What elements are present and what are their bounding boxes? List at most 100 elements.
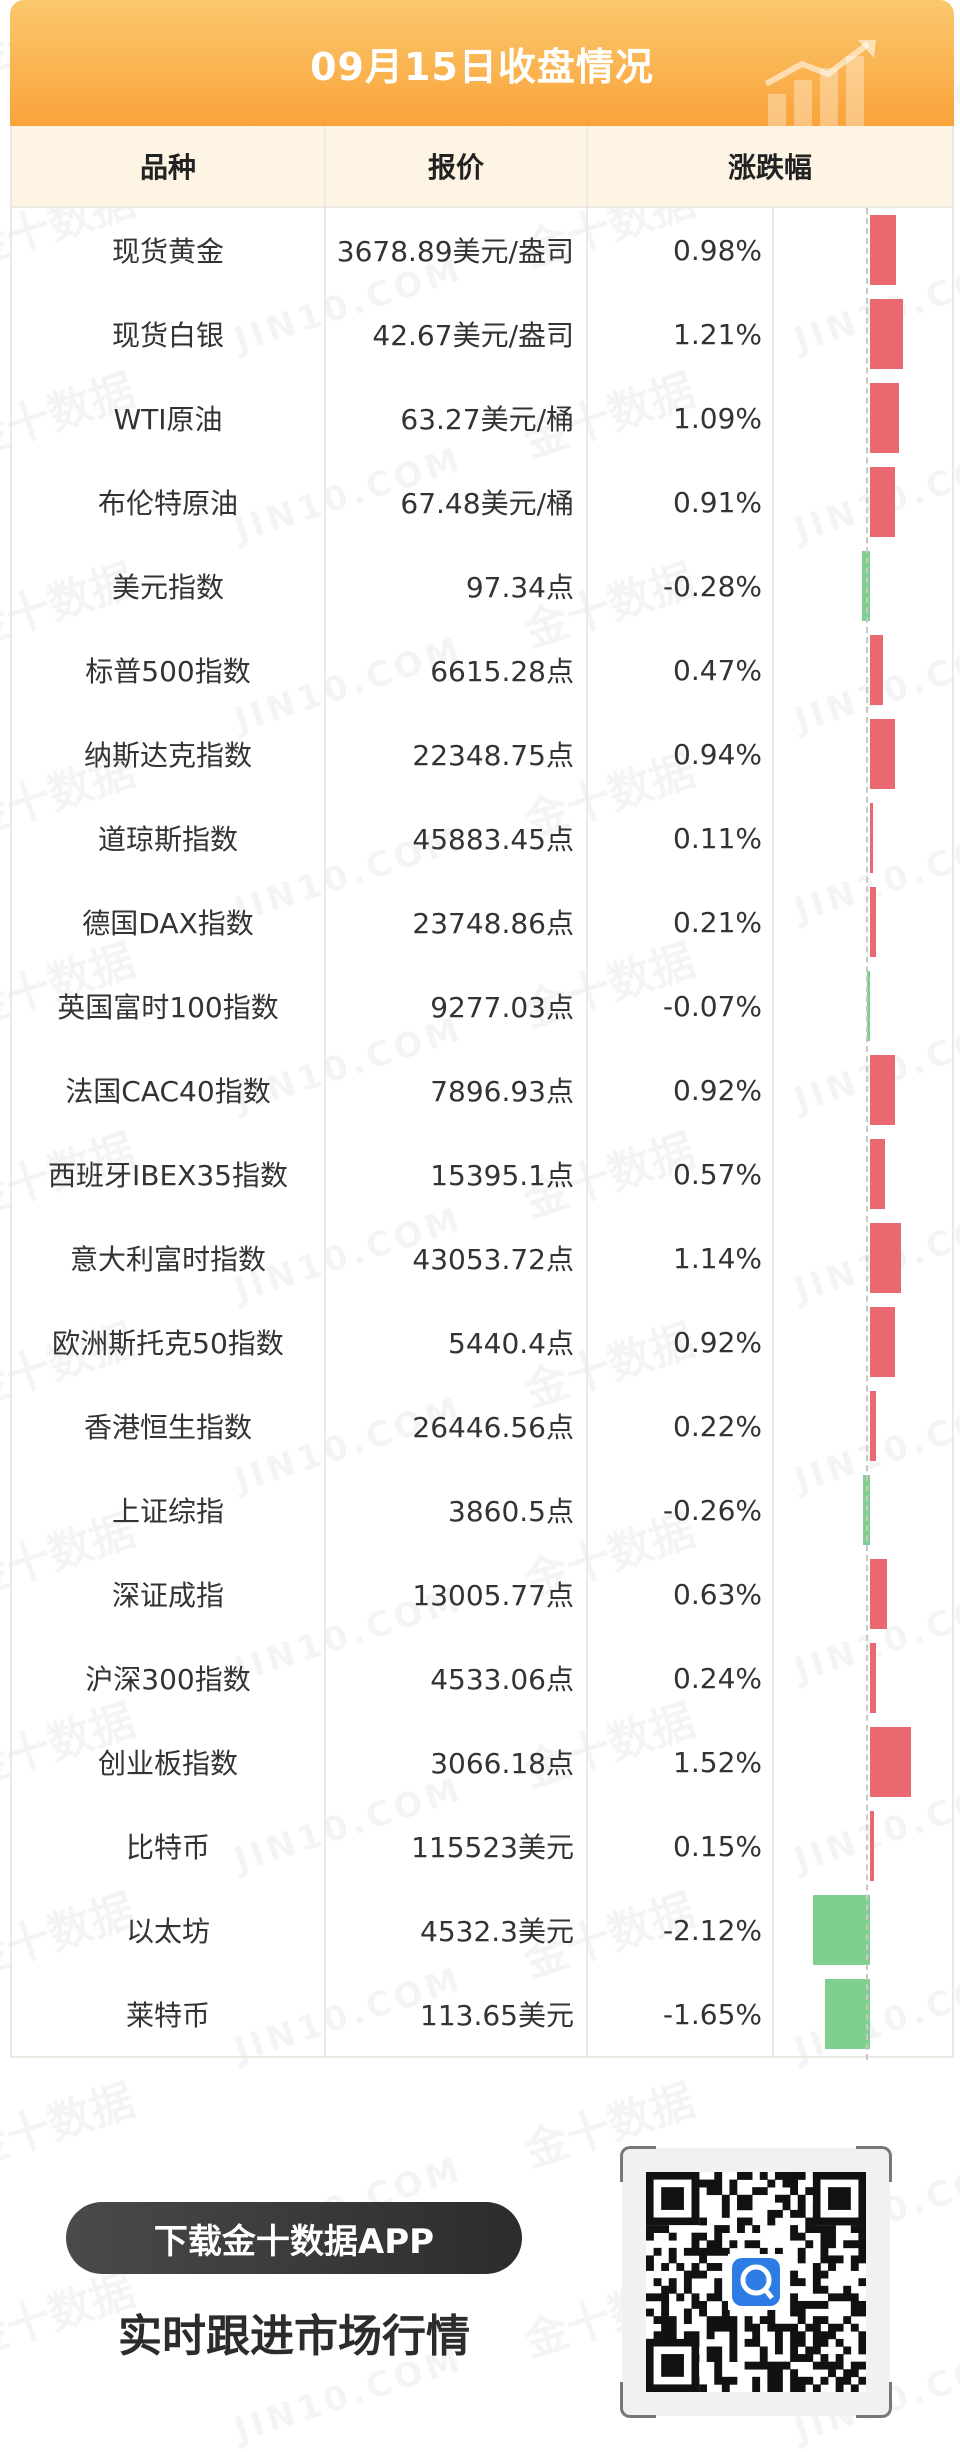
row-price: 113.65美元	[326, 1972, 588, 2056]
row-price: 115523美元	[326, 1804, 588, 1888]
header-price: 报价	[326, 126, 588, 206]
change-bar-up	[870, 803, 873, 873]
row-change: -0.28%	[588, 544, 774, 628]
row-price: 9277.03点	[326, 964, 588, 1048]
row-price: 42.67美元/盎司	[326, 292, 588, 376]
change-bar-up	[870, 1055, 895, 1125]
table-row: 上证综指 3860.5点 -0.26%	[12, 1468, 952, 1552]
table-row: 标普500指数 6615.28点 0.47%	[12, 628, 952, 712]
change-bar-up	[870, 1139, 886, 1209]
table-row: 欧洲斯托克50指数 5440.4点 0.92%	[12, 1300, 952, 1384]
bar-chart-up-arrow-icon	[764, 40, 876, 126]
title-bar: 09月15日收盘情况	[10, 0, 954, 126]
row-change: 0.24%	[588, 1636, 774, 1720]
change-bar-area	[774, 964, 950, 1048]
row-change-cell: 0.11%	[588, 796, 952, 880]
row-name: 道琼斯指数	[12, 796, 326, 880]
change-bar-area	[774, 880, 950, 964]
row-price: 22348.75点	[326, 712, 588, 796]
row-change-cell: 1.21%	[588, 292, 952, 376]
change-bar-down	[812, 1895, 870, 1965]
change-bar-area	[774, 208, 950, 292]
change-bar-up	[870, 1223, 901, 1293]
footer: 下载金十数据APP 实时跟进市场行情	[0, 2140, 960, 2452]
change-bar-up	[870, 299, 903, 369]
row-price: 43053.72点	[326, 1216, 588, 1300]
row-change: 1.14%	[588, 1216, 774, 1300]
qr-corner-tr	[856, 2146, 892, 2182]
table-row: 沪深300指数 4533.06点 0.24%	[12, 1636, 952, 1720]
header-change: 涨跌幅	[727, 151, 812, 184]
row-name: 意大利富时指数	[12, 1216, 326, 1300]
change-bar-area	[774, 1216, 950, 1300]
table-row: 现货黄金 3678.89美元/盎司 0.98%	[12, 208, 952, 292]
row-change-cell: 0.24%	[588, 1636, 952, 1720]
change-bar-up	[870, 383, 900, 453]
change-bar-up	[870, 1727, 912, 1797]
qr-corner-br	[856, 2382, 892, 2418]
row-change: 0.21%	[588, 880, 774, 964]
row-name: WTI原油	[12, 376, 326, 460]
row-name: 布伦特原油	[12, 460, 326, 544]
change-bar-down	[825, 1979, 870, 2049]
row-change: -2.12%	[588, 1888, 774, 1972]
row-change-cell: -0.26%	[588, 1468, 952, 1552]
row-change-cell: 0.22%	[588, 1384, 952, 1468]
qr-corner-bl	[620, 2382, 656, 2418]
qr-pattern	[646, 2172, 867, 2393]
change-bar-up	[870, 215, 897, 285]
change-bar-area	[774, 1300, 950, 1384]
row-change: 0.63%	[588, 1552, 774, 1636]
row-change-cell: 0.47%	[588, 628, 952, 712]
table-row: 纳斯达克指数 22348.75点 0.94%	[12, 712, 952, 796]
row-change: 0.47%	[588, 628, 774, 712]
row-name: 纳斯达克指数	[12, 712, 326, 796]
row-price: 15395.1点	[326, 1132, 588, 1216]
row-change: 1.52%	[588, 1720, 774, 1804]
row-change-cell: 0.92%	[588, 1300, 952, 1384]
change-bar-area	[774, 1972, 950, 2056]
row-change: 0.94%	[588, 712, 774, 796]
table-row: 深证成指 13005.77点 0.63%	[12, 1552, 952, 1636]
change-bar-area	[774, 292, 950, 376]
change-bar-up	[870, 1307, 895, 1377]
slogan: 实时跟进市场行情	[118, 2311, 470, 2362]
change-bar-up	[870, 1391, 876, 1461]
row-name: 现货黄金	[12, 208, 326, 292]
change-bar-area	[774, 1720, 950, 1804]
row-change-cell: 0.94%	[588, 712, 952, 796]
change-bar-area	[774, 1132, 950, 1216]
row-change-cell: -2.12%	[588, 1888, 952, 1972]
table-row: 意大利富时指数 43053.72点 1.14%	[12, 1216, 952, 1300]
change-bar-down	[867, 971, 870, 1041]
row-name: 深证成指	[12, 1552, 326, 1636]
table-row: 创业板指数 3066.18点 1.52%	[12, 1720, 952, 1804]
table-row: 英国富时100指数 9277.03点 -0.07%	[12, 964, 952, 1048]
qr-code-icon[interactable]	[646, 2172, 867, 2393]
row-change: 0.15%	[588, 1804, 774, 1888]
row-change-cell: 0.15%	[588, 1804, 952, 1888]
row-name: 美元指数	[12, 544, 326, 628]
row-price: 23748.86点	[326, 880, 588, 964]
change-bar-up	[870, 467, 895, 537]
row-name: 英国富时100指数	[12, 964, 326, 1048]
table-body: 现货黄金 3678.89美元/盎司 0.98% 现货白银 42.67美元/盎司 1.21%…	[12, 208, 952, 2056]
table-row: WTI原油 63.27美元/桶 1.09%	[12, 376, 952, 460]
change-bar-area	[774, 1552, 950, 1636]
change-bar-up	[870, 1559, 887, 1629]
change-bar-up	[870, 719, 896, 789]
table-row: 比特币 115523美元 0.15%	[12, 1804, 952, 1888]
row-change-cell: -1.65%	[588, 1972, 952, 2056]
row-price: 7896.93点	[326, 1048, 588, 1132]
row-name: 标普500指数	[12, 628, 326, 712]
row-change: 0.57%	[588, 1132, 774, 1216]
download-app-button[interactable]: 下载金十数据APP	[66, 2202, 522, 2274]
row-price: 13005.77点	[326, 1552, 588, 1636]
market-summary-card: 09月15日收盘情况 品种 报价 涨跌幅 现货黄金 3678.89美元/盎司 0.9…	[10, 0, 954, 2060]
change-bar-area	[774, 1804, 950, 1888]
row-change-cell: 0.57%	[588, 1132, 952, 1216]
row-name: 沪深300指数	[12, 1636, 326, 1720]
row-change: 0.92%	[588, 1300, 774, 1384]
row-change-cell: 0.63%	[588, 1552, 952, 1636]
row-change-cell: 1.52%	[588, 1720, 952, 1804]
